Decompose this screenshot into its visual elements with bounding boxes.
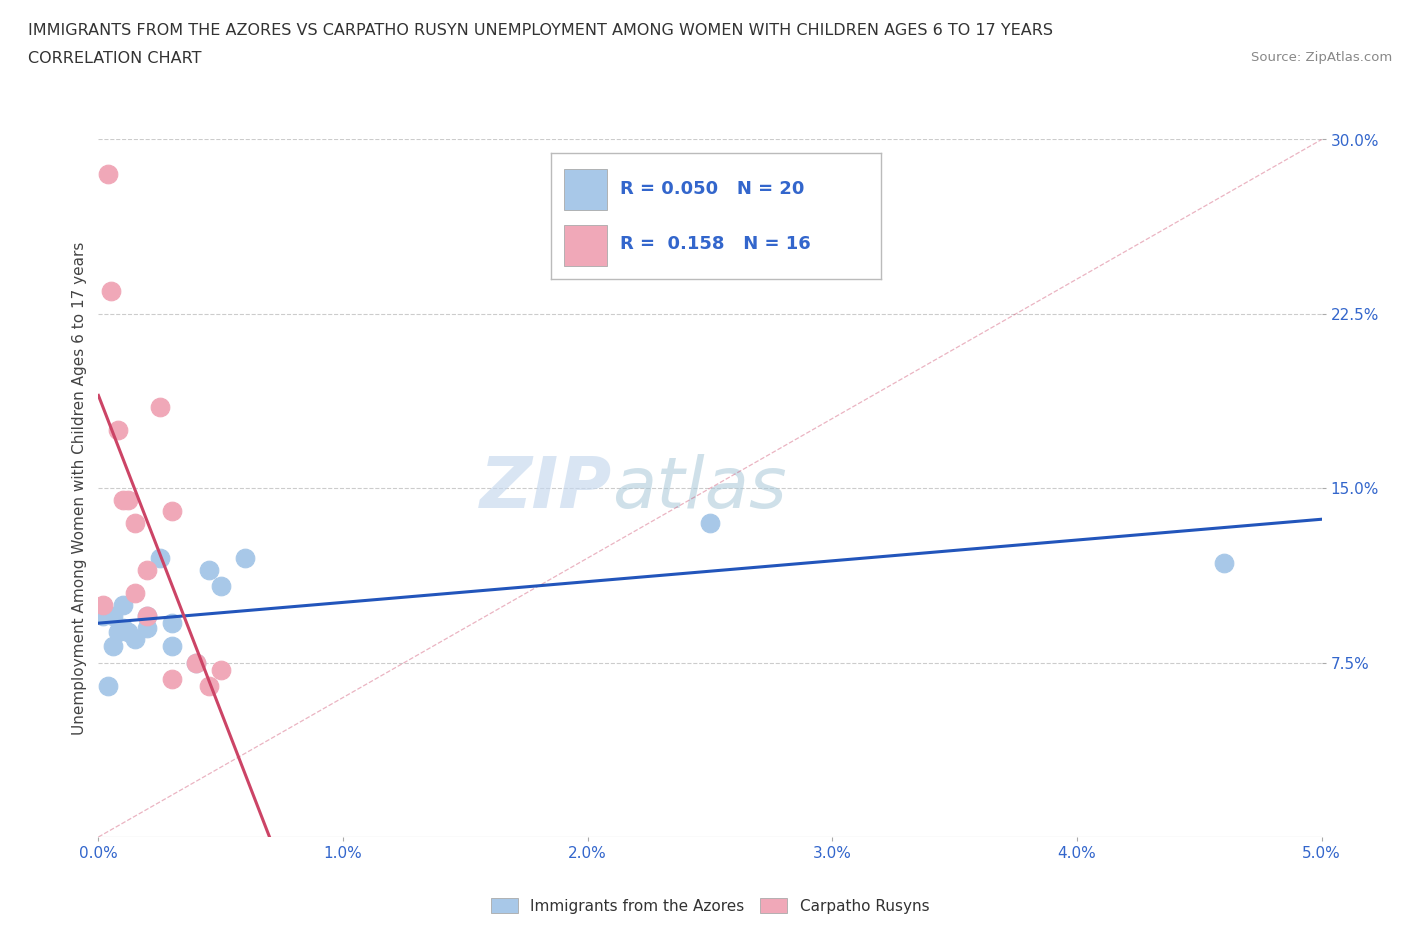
Point (124, 586, 146, 601)
Point (197, 562, 219, 577)
Text: Source: ZipAtlas.com: Source: ZipAtlas.com (1251, 51, 1392, 64)
Point (160, 616, 183, 631)
Text: CORRELATION CHART: CORRELATION CHART (28, 51, 201, 66)
Point (117, 625, 139, 640)
Point (107, 422, 129, 438)
Point (97, 679, 120, 694)
Point (117, 493, 139, 508)
Point (209, 578, 232, 593)
Point (186, 655, 208, 670)
Point (136, 620, 159, 635)
Point (136, 562, 159, 577)
Point (136, 609, 159, 624)
Text: ZIP: ZIP (479, 454, 612, 523)
Point (101, 609, 124, 624)
Point (186, 655, 208, 670)
Point (101, 639, 124, 654)
Point (111, 620, 134, 635)
Point (100, 283, 122, 298)
Point (91, 609, 114, 624)
Point (197, 679, 219, 694)
Text: IMMIGRANTS FROM THE AZORES VS CARPATHO RUSYN UNEMPLOYMENT AMONG WOMEN WITH CHILD: IMMIGRANTS FROM THE AZORES VS CARPATHO R… (28, 23, 1053, 38)
Point (149, 400, 172, 415)
Point (160, 639, 183, 654)
Point (233, 551, 256, 565)
Point (160, 671, 183, 686)
Point (97, 167, 120, 182)
Text: atlas: atlas (612, 454, 787, 523)
Point (124, 632, 146, 647)
Point (124, 515, 146, 530)
Legend: Immigrants from the Azores, Carpatho Rusyns: Immigrants from the Azores, Carpatho Rus… (485, 892, 935, 920)
Point (136, 609, 159, 624)
Point (699, 515, 721, 530)
Y-axis label: Unemployment Among Women with Children Ages 6 to 17 years: Unemployment Among Women with Children A… (72, 242, 87, 735)
Point (1212, 555, 1234, 570)
Point (111, 493, 134, 508)
Point (91, 597, 114, 612)
Point (107, 625, 129, 640)
Point (149, 551, 172, 565)
Point (160, 504, 183, 519)
Point (111, 597, 134, 612)
Point (209, 662, 232, 677)
